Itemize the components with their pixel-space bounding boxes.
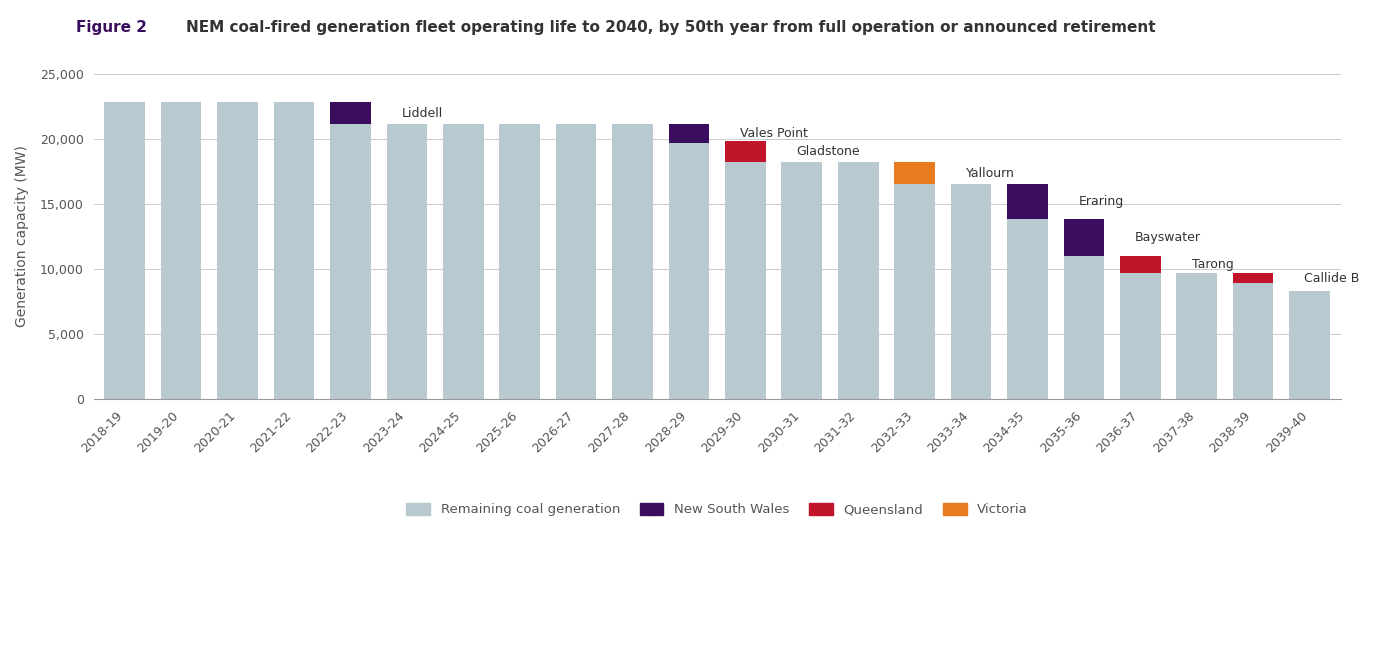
Bar xyxy=(724,162,766,399)
Bar xyxy=(1121,273,1161,399)
Bar xyxy=(500,124,540,399)
Bar xyxy=(443,124,483,399)
Bar xyxy=(330,102,371,124)
Bar xyxy=(1064,219,1104,256)
Text: Bayswater: Bayswater xyxy=(1136,231,1201,244)
Bar xyxy=(838,162,879,399)
Bar xyxy=(894,184,934,399)
Bar xyxy=(669,124,709,143)
Y-axis label: Generation capacity (MW): Generation capacity (MW) xyxy=(15,146,29,327)
Text: Liddell: Liddell xyxy=(402,107,443,119)
Bar xyxy=(105,102,145,399)
Bar xyxy=(556,124,596,399)
Text: Figure 2: Figure 2 xyxy=(76,20,146,35)
Bar xyxy=(613,124,653,399)
Legend: Remaining coal generation, New South Wales, Queensland, Victoria: Remaining coal generation, New South Wal… xyxy=(406,503,1028,516)
Text: Tarong: Tarong xyxy=(1192,258,1234,271)
Bar xyxy=(273,102,315,399)
Text: NEM coal-fired generation fleet operating life to 2040, by 50th year from full o: NEM coal-fired generation fleet operatin… xyxy=(186,20,1156,35)
Bar xyxy=(951,185,991,399)
Bar xyxy=(1176,273,1217,399)
Bar xyxy=(1289,291,1330,399)
Bar xyxy=(1064,256,1104,399)
Text: Gladstone: Gladstone xyxy=(796,146,860,158)
Bar xyxy=(1232,283,1274,399)
Text: Callide B: Callide B xyxy=(1304,272,1359,285)
Bar xyxy=(217,102,258,399)
Bar xyxy=(669,143,709,399)
Bar xyxy=(724,142,766,162)
Bar xyxy=(1007,185,1047,219)
Bar xyxy=(894,162,934,184)
Text: Vales Point: Vales Point xyxy=(740,127,809,140)
Bar xyxy=(386,124,428,399)
Bar xyxy=(1232,273,1274,283)
Bar xyxy=(161,102,201,399)
Bar xyxy=(1007,219,1047,399)
Bar xyxy=(330,124,371,399)
Bar xyxy=(781,162,822,399)
Bar xyxy=(1121,256,1161,273)
Text: Yallourn: Yallourn xyxy=(966,166,1014,180)
Text: Eraring: Eraring xyxy=(1079,195,1125,209)
